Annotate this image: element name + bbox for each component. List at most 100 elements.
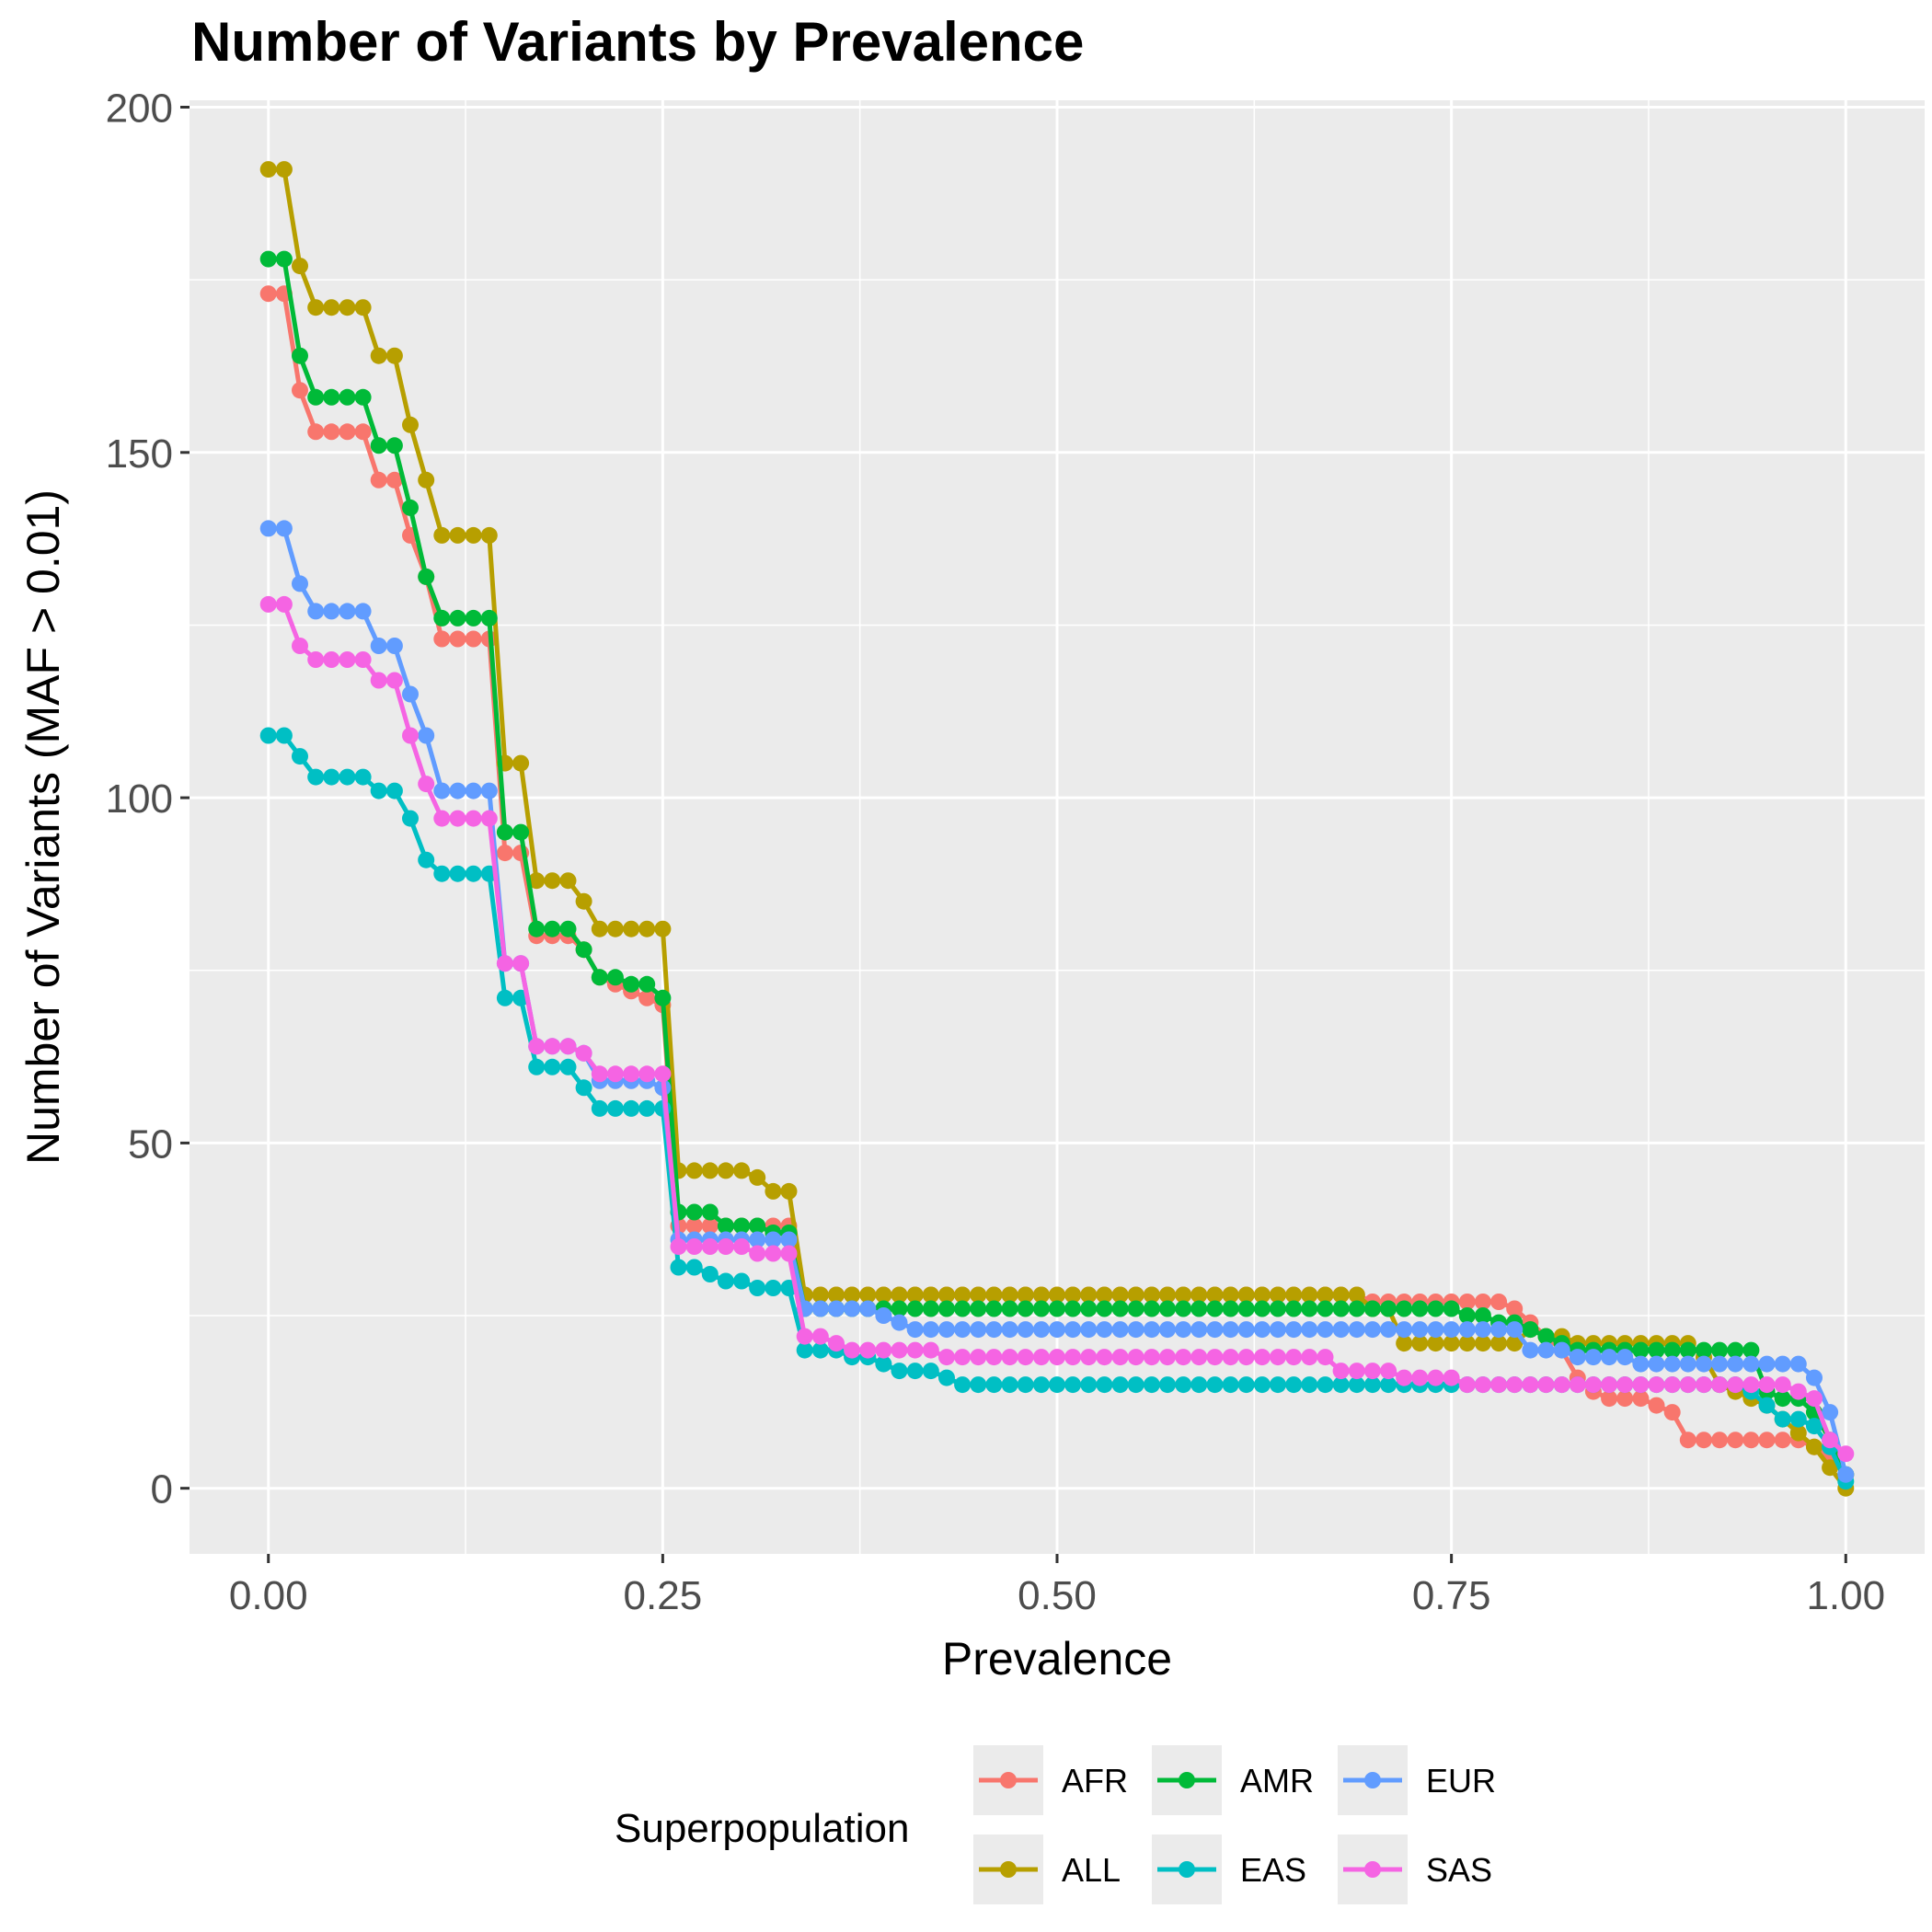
data-point [528, 1058, 546, 1075]
data-point [765, 1231, 782, 1248]
data-point [1711, 1355, 1729, 1373]
data-point [1758, 1397, 1776, 1414]
data-point [685, 1203, 703, 1221]
data-point [1663, 1341, 1681, 1359]
data-point [954, 1321, 972, 1339]
data-point [1616, 1349, 1634, 1366]
data-point [733, 1217, 751, 1235]
data-point [638, 1099, 656, 1117]
data-point [1742, 1355, 1760, 1373]
data-point [1032, 1349, 1050, 1366]
data-point [1017, 1376, 1034, 1394]
x-tick-label: 0.50 [1018, 1573, 1097, 1618]
data-point [575, 941, 592, 959]
data-point [1411, 1321, 1429, 1339]
data-point [1553, 1376, 1570, 1394]
data-point [1380, 1363, 1397, 1380]
data-point [1679, 1376, 1696, 1394]
data-point [1175, 1286, 1192, 1304]
data-point [544, 1038, 561, 1055]
data-point [1096, 1376, 1113, 1394]
data-point [1553, 1341, 1570, 1359]
data-point [733, 1162, 751, 1179]
data-point [370, 672, 387, 689]
data-point [1175, 1300, 1192, 1317]
data-point [1822, 1404, 1839, 1421]
data-point [307, 651, 325, 668]
data-point [1096, 1300, 1113, 1317]
data-point [1537, 1341, 1555, 1359]
data-point [1443, 1300, 1460, 1317]
data-point [922, 1300, 939, 1317]
data-point [465, 810, 482, 827]
data-point [1175, 1349, 1192, 1366]
data-point [575, 892, 592, 910]
data-point [512, 955, 530, 972]
data-point [938, 1321, 955, 1339]
data-point [654, 989, 672, 1006]
data-point [1064, 1286, 1082, 1304]
data-point [1080, 1321, 1098, 1339]
data-point [638, 975, 656, 993]
data-point [385, 782, 403, 799]
data-point [749, 1280, 766, 1296]
data-point [418, 851, 435, 868]
data-point [1064, 1349, 1082, 1366]
data-point [339, 603, 356, 620]
data-point [954, 1286, 972, 1304]
data-point [875, 1355, 892, 1373]
y-tick-label: 150 [106, 431, 173, 477]
data-point [1001, 1376, 1018, 1394]
data-point [1301, 1300, 1318, 1317]
data-point [1348, 1363, 1365, 1380]
data-point [859, 1341, 877, 1359]
data-point [1049, 1321, 1065, 1339]
data-point [1159, 1286, 1176, 1304]
data-point [1601, 1376, 1618, 1394]
data-point [354, 603, 372, 620]
data-point [701, 1217, 719, 1235]
data-point [970, 1321, 987, 1339]
data-point [1332, 1286, 1350, 1304]
data-point [292, 748, 308, 765]
data-point [323, 423, 340, 441]
data-point [1411, 1300, 1429, 1317]
data-point [1411, 1335, 1429, 1352]
data-point [970, 1349, 987, 1366]
data-point [465, 782, 482, 799]
data-point [1285, 1300, 1303, 1317]
data-point [307, 423, 325, 441]
data-point [1049, 1300, 1065, 1317]
data-point [1490, 1335, 1508, 1352]
data-point [385, 672, 403, 689]
data-point [544, 872, 561, 890]
data-point [1663, 1404, 1681, 1421]
data-point [859, 1286, 877, 1304]
data-point [654, 920, 672, 937]
data-point [1396, 1321, 1413, 1339]
data-point [811, 1286, 829, 1304]
data-point [1127, 1321, 1144, 1339]
data-point [938, 1349, 955, 1366]
data-point [1032, 1286, 1050, 1304]
legend-label: AFR [1062, 1762, 1128, 1800]
data-point [1001, 1300, 1018, 1317]
data-point [1206, 1286, 1224, 1304]
data-point [1064, 1321, 1082, 1339]
data-point [1237, 1349, 1255, 1366]
data-point [402, 416, 419, 433]
data-point [559, 872, 577, 890]
data-point [1159, 1321, 1176, 1339]
data-point [307, 768, 325, 786]
data-point [1537, 1328, 1555, 1345]
data-point [970, 1300, 987, 1317]
data-point [1474, 1321, 1491, 1339]
legend-item-amr: AMR [1152, 1745, 1314, 1815]
data-point [385, 437, 403, 454]
data-point [891, 1314, 908, 1331]
data-point [1143, 1300, 1160, 1317]
data-point [1711, 1341, 1729, 1359]
data-point [1190, 1321, 1208, 1339]
data-point [1789, 1355, 1807, 1373]
data-point [1522, 1321, 1539, 1339]
